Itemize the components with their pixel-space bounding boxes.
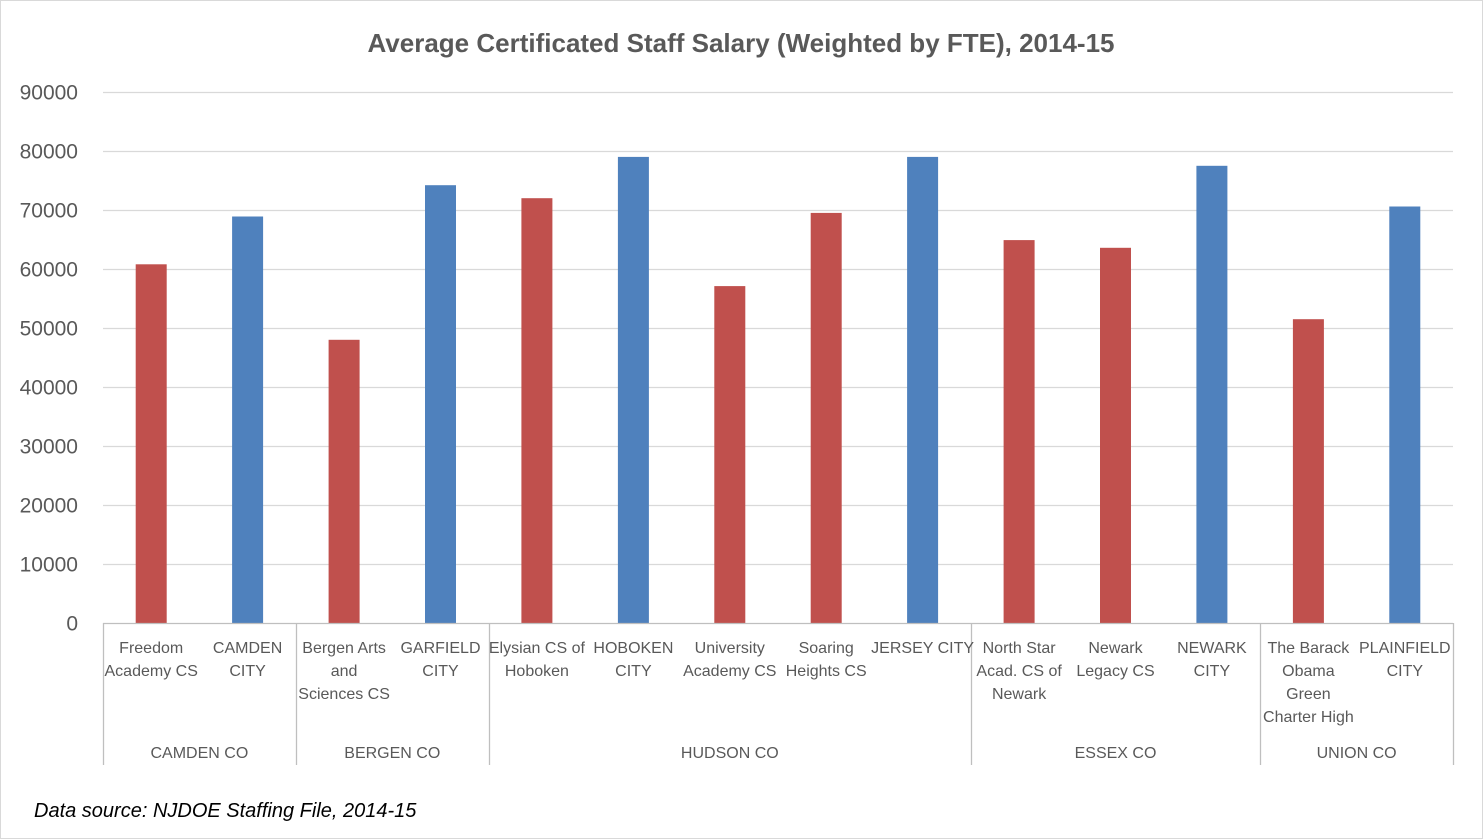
x-group-label: CAMDEN CO — [151, 745, 249, 762]
data-source-note: Data source: NJDOE Staffing File, 2014-1… — [34, 800, 417, 822]
x-category-label: Elysian CS of Hoboken — [489, 640, 586, 680]
x-category-label: Freedom Academy CS — [105, 640, 198, 680]
x-category-label: University Academy CS — [683, 640, 776, 680]
y-tick-label: 90000 — [20, 82, 78, 105]
bar-camden-city — [232, 216, 264, 623]
bar-elysian-cs-of-hoboken — [521, 198, 553, 623]
x-category-label: North Star Acad. CS of Newark — [976, 640, 1062, 703]
y-tick-label: 30000 — [20, 436, 78, 459]
x-group-label: ESSEX CO — [1075, 745, 1157, 762]
bar-newark-legacy-cs — [1100, 247, 1131, 624]
y-tick-label: 80000 — [20, 141, 78, 164]
x-group-label: BERGEN CO — [344, 745, 440, 762]
x-category-label: HOBOKEN CITY — [593, 640, 673, 680]
x-category-label: The Barack Obama Green Charter High — [1263, 640, 1354, 726]
category-labels: Freedom Academy CS CAMDEN CITY Bergen Arts an… — [105, 640, 1451, 726]
bar-garfield-city — [425, 185, 456, 623]
x-category-label: Soaring Heights CS — [786, 640, 867, 680]
y-tick-label: 50000 — [20, 318, 78, 341]
group-labels: CAMDEN CO BERGEN CO HUDSON CO ESSEX CO UNION… — [151, 745, 1397, 762]
bar-jersey-city — [907, 156, 939, 623]
chart-title: Average Certificated Staff Salary (Weigh… — [367, 28, 1114, 58]
x-category-label: PLAINFIELD CITY — [1359, 640, 1451, 680]
bar-newark-city — [1196, 165, 1228, 624]
x-category-label: Bergen Arts and Sciences CS — [298, 640, 390, 703]
bars — [135, 156, 1421, 624]
x-group-label: HUDSON CO — [681, 745, 779, 762]
y-axis-ticks: 0 10000 20000 30000 40000 50000 60000 70000 8000… — [20, 82, 78, 636]
x-category-label: GARFIELD CITY — [400, 640, 480, 680]
bar-soaring-heights-cs — [810, 212, 842, 623]
bar-hoboken-city — [617, 156, 649, 623]
y-tick-label: 10000 — [20, 554, 78, 577]
y-tick-label: 70000 — [20, 200, 78, 223]
x-category-label: JERSEY CITY — [871, 640, 974, 657]
bar-university-academy-cs — [714, 286, 746, 623]
bar-plainfield-city — [1389, 206, 1421, 623]
y-tick-label: 40000 — [20, 377, 78, 400]
bar-bergen-arts-and-sciences-cs — [328, 339, 360, 623]
x-group-label: UNION CO — [1317, 745, 1397, 762]
x-category-label: CAMDEN CITY — [213, 640, 282, 680]
bar-the-barack-obama-green-charter-high — [1292, 319, 1324, 623]
y-tick-label: 20000 — [20, 495, 78, 518]
x-category-label: Newark Legacy CS — [1076, 640, 1154, 680]
y-tick-label: 0 — [66, 613, 78, 636]
bar-north-star-acad-cs-of-newark — [1003, 240, 1035, 623]
bar-freedom-academy-cs — [135, 264, 167, 623]
x-category-label: NEWARK CITY — [1177, 640, 1247, 680]
gridlines — [103, 91, 1453, 566]
x-axis — [102, 622, 1455, 765]
y-tick-label: 60000 — [20, 259, 78, 282]
